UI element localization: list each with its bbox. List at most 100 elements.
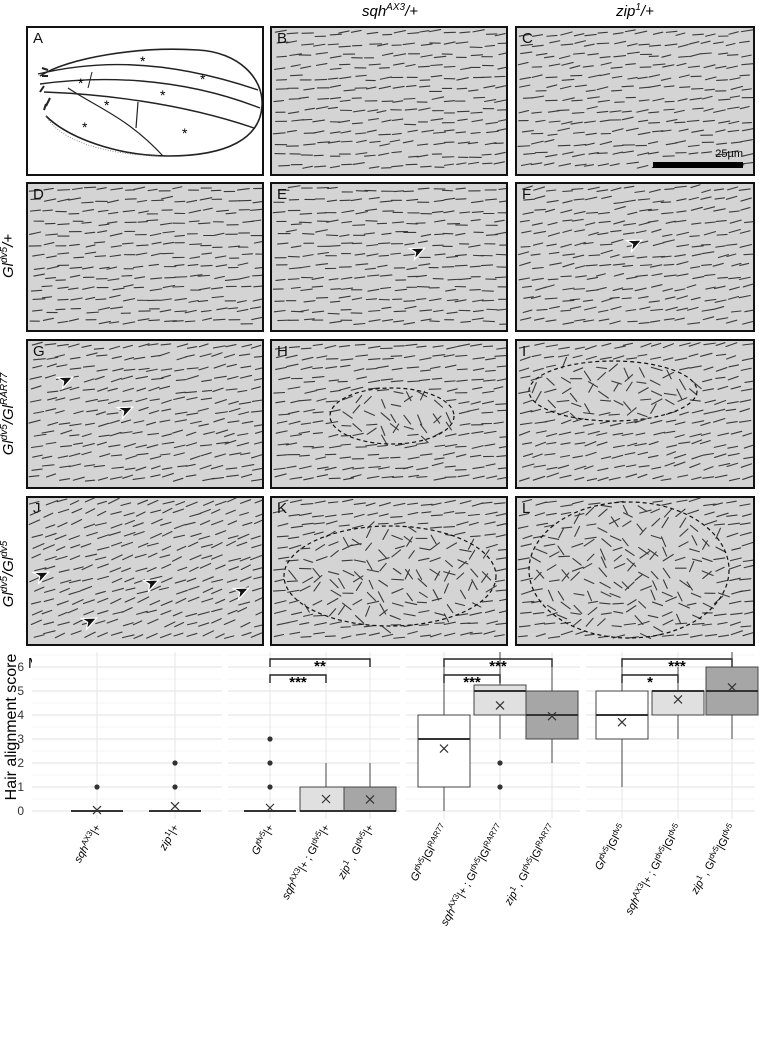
- y-tick-label: 0: [17, 804, 24, 818]
- significance-bracket: [443, 674, 501, 683]
- arrowhead-icon: [31, 571, 51, 586]
- hair-texture: [517, 341, 753, 487]
- scale-bar: 25µm: [653, 146, 743, 168]
- x-tick-label: sqhAX3|+ ; Gldv5|Gldv5: [621, 821, 685, 917]
- swirl-region-outline: [283, 525, 497, 627]
- svg-text:*: *: [160, 87, 166, 103]
- y-tick-label: 4: [17, 708, 24, 722]
- wing-outline: * * * * * * *: [37, 48, 262, 157]
- svg-text:*: *: [78, 75, 84, 91]
- y-tick-label: 2: [17, 756, 24, 770]
- panel-h-micrograph: H: [270, 339, 508, 489]
- row-label-dv5-plus: Gldv5/+: [0, 233, 17, 279]
- outlier-point: [267, 784, 273, 790]
- row-label-dv5-dv5: Gldv5/Gldv5: [0, 540, 17, 608]
- panel-d-micrograph: D: [26, 182, 264, 332]
- mean-marker: [365, 795, 375, 804]
- outlier-point: [267, 736, 273, 742]
- hair-texture: [517, 498, 753, 644]
- significance-bracket: [269, 674, 327, 683]
- outlier-point: [94, 784, 100, 790]
- arrowhead-icon: [79, 617, 99, 632]
- arrowhead-icon: [231, 587, 251, 602]
- y-axis-label: Hair alignment score: [3, 654, 20, 801]
- panel-letter: E: [277, 186, 288, 203]
- y-tick-label: 6: [17, 660, 24, 674]
- svg-text:*: *: [140, 53, 146, 69]
- x-tick-label: zip1 , Gldv5|GlRAR77: [500, 821, 559, 909]
- panel-letter: J: [33, 500, 41, 517]
- swirl-region-outline: [329, 387, 455, 445]
- box-plot-category: [705, 652, 759, 739]
- hair-texture: [517, 28, 753, 174]
- panel-l-micrograph: L: [515, 496, 755, 646]
- arrowhead-icon: [141, 579, 161, 594]
- facet-panel: [32, 652, 222, 819]
- mean-marker: [439, 744, 449, 754]
- hair-texture: [272, 341, 506, 487]
- x-tick-label: Gldv5|GlRAR77: [406, 821, 451, 884]
- row-label-dv5-rar77: Gldv5/GlRAR77: [0, 372, 17, 456]
- panel-letter: B: [277, 30, 288, 47]
- significance-bracket: [443, 658, 553, 667]
- hair-texture: [272, 184, 506, 330]
- box: [473, 684, 527, 716]
- outlier-point: [497, 760, 503, 766]
- arrowhead-icon: [115, 406, 135, 421]
- mean-marker: [170, 801, 180, 811]
- panel-letter: F: [522, 186, 532, 203]
- arrowhead-icon: [407, 247, 427, 262]
- box-plot-category: [343, 763, 397, 812]
- box-plot-category: [525, 667, 579, 763]
- x-tick-label: Gldv5|Gldv5: [591, 821, 629, 873]
- hair-texture: [272, 28, 506, 174]
- mean-marker: [673, 694, 683, 704]
- significance-bracket: [621, 674, 679, 683]
- significance-label: **: [314, 658, 326, 675]
- panel-g-micrograph: G: [26, 339, 264, 489]
- x-tick-label: Gldv5|+: [247, 821, 276, 857]
- box-plot-category: [71, 784, 123, 815]
- panel-letter: I: [522, 343, 527, 360]
- box-plot-category: [595, 667, 649, 787]
- panel-letter: G: [33, 343, 45, 360]
- panel-letter: C: [522, 30, 533, 47]
- panel-letter: K: [277, 500, 288, 517]
- box: [651, 690, 705, 716]
- column-header-zip: zip1/+: [616, 2, 654, 20]
- x-tick-label: zip1|+: [155, 821, 182, 853]
- mean-marker: [321, 794, 331, 804]
- box-plot-category: [299, 763, 353, 812]
- mean-marker: [92, 805, 102, 815]
- panel-e-micrograph: E: [270, 182, 508, 332]
- panel-a-wing-diagram: A * * * * * * *: [26, 26, 264, 176]
- box-plot-category: [244, 736, 296, 813]
- hair-texture: [28, 184, 262, 330]
- significance-bracket: [269, 658, 371, 667]
- mean-marker: [265, 803, 275, 813]
- hair-texture: [28, 498, 262, 644]
- panel-letter: L: [522, 500, 531, 517]
- swirl-region-outline: [528, 501, 730, 639]
- mean-marker: [617, 717, 627, 727]
- panel-f-micrograph: F: [515, 182, 755, 332]
- box-plot-category: [651, 667, 705, 739]
- column-header-sqh: sqhAX3/+: [361, 2, 419, 20]
- panel-j-micrograph: J: [26, 496, 264, 646]
- significance-label: ***: [463, 674, 481, 691]
- hair-texture: [272, 498, 506, 644]
- significance-label: ***: [489, 658, 507, 675]
- mean-marker: [727, 682, 737, 692]
- significance-label: ***: [289, 674, 307, 691]
- x-tick-label: zip1 , Gldv5|Gldv5: [686, 821, 739, 897]
- panel-k-micrograph: K: [270, 496, 508, 646]
- panel-letter: D: [33, 186, 44, 203]
- y-tick-label: 5: [17, 684, 24, 698]
- x-tick-label: sqhAX3|+ ; Gldv5|GlRAR77: [437, 821, 507, 928]
- box-plot-category: [417, 667, 471, 811]
- x-tick-label: sqhAX3|+ ; Gldv5|+: [278, 821, 333, 901]
- hair-texture: [517, 184, 753, 330]
- mean-marker: [547, 711, 557, 721]
- hair-texture: [28, 341, 262, 487]
- arrowhead-icon: [624, 239, 644, 254]
